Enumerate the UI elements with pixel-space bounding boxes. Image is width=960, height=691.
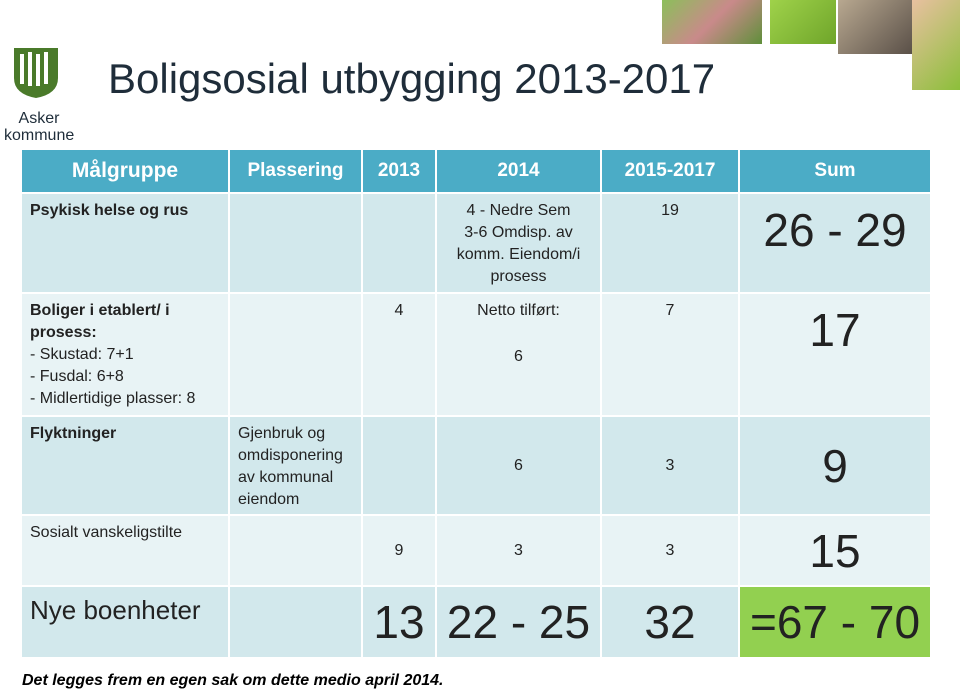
photo [770, 0, 836, 44]
table-cell: 32 [602, 587, 738, 657]
table-cell [230, 587, 361, 657]
cell-text: =67 - 70 [749, 596, 921, 648]
cell-text: 17 [809, 304, 861, 356]
cell-text: Nye boenheter [30, 595, 201, 625]
cell-text: 7 [665, 302, 675, 319]
column-header: 2013 [363, 150, 435, 192]
cell-text: 6 [514, 348, 523, 365]
logo-text: kommune [4, 127, 75, 144]
column-header: 2015-2017 [602, 150, 738, 192]
table-cell: 26 - 29 [740, 194, 930, 292]
cell-text: 4 - Nedre Sem [466, 202, 571, 219]
table-cell: 3 [437, 516, 600, 585]
column-header: Sum [740, 150, 930, 192]
cell-text: Flyktninger [30, 425, 117, 442]
column-header: 2014 [437, 150, 600, 192]
table-cell: 3 [602, 417, 738, 514]
cell-text: 9 [822, 439, 848, 492]
table-cell: 6 [437, 417, 600, 514]
logo-text: Asker [18, 110, 60, 127]
logo-emblem [14, 48, 58, 98]
cell-text: 3 [665, 456, 675, 474]
table-cell [363, 417, 435, 514]
cell-text: Gjenbruk og omdisponering av kommunal ei… [238, 425, 343, 508]
table-cell: Netto tilført: 6 [437, 294, 600, 415]
table-cell: 3 [602, 516, 738, 585]
cell-text: 22 - 25 [446, 596, 591, 648]
cell-text: - Midlertidige plasser: 8 [30, 390, 196, 407]
cell-text: 4 [394, 302, 404, 319]
table-cell [230, 294, 361, 415]
photo [838, 0, 912, 54]
table-cell: Psykisk helse og rus [22, 194, 228, 292]
cell-text: Sosialt vanskeligstilte [30, 524, 183, 541]
cell-text: 15 [809, 524, 861, 577]
table-cell: Flyktninger [22, 417, 228, 514]
cell-text: Psykisk helse og rus [30, 202, 189, 219]
cell-text: - Skustad: 7+1 [30, 346, 134, 363]
photo [912, 0, 960, 90]
cell-text: Netto tilført: [477, 302, 560, 319]
table-cell: 4 [363, 294, 435, 415]
table-cell: 17 [740, 294, 930, 415]
cell-text: 3-6 Omdisp. av komm. Eiendom/i prosess [456, 224, 581, 285]
photo [662, 0, 762, 44]
column-header: Plassering [230, 150, 361, 192]
cell-text: - Fusdal: 6+8 [30, 368, 124, 385]
cell-text: Boliger i etablert/ i prosess: [30, 302, 170, 341]
table-cell: Boliger i etablert/ i prosess: - Skustad:… [22, 294, 228, 415]
table-cell: 9 [363, 516, 435, 585]
cell-text: 13 [373, 596, 425, 648]
cell-text: 9 [394, 541, 404, 559]
cell-text: 3 [665, 541, 675, 559]
cell-text: 3 [514, 541, 523, 559]
cell-text: 19 [661, 202, 679, 219]
table-cell: 19 [602, 194, 738, 292]
column-header: Målgruppe [22, 150, 228, 192]
slide-title: Boligsosial utbygging 2013-2017 [108, 55, 716, 102]
table-cell [363, 194, 435, 292]
table-cell: 9 [740, 417, 930, 514]
cell-text: 26 - 29 [763, 204, 907, 256]
table-cell: 13 [363, 587, 435, 657]
table-cell: Gjenbruk og omdisponering av kommunal ei… [230, 417, 361, 514]
table-cell [230, 516, 361, 585]
footnote: Det legges frem en egen sak om dette med… [22, 672, 444, 689]
table-cell: 22 - 25 [437, 587, 600, 657]
table-cell: 4 - Nedre Sem 3-6 Omdisp. av komm. Eiendo… [437, 194, 600, 292]
table-cell: Nye boenheter [22, 587, 228, 657]
table-cell: 15 [740, 516, 930, 585]
table-cell: =67 - 70 [740, 587, 930, 657]
table-cell: 7 [602, 294, 738, 415]
cell-text: 32 [644, 596, 696, 648]
table-cell: Sosialt vanskeligstilte [22, 516, 228, 585]
cell-text: 6 [514, 456, 523, 474]
table-cell [230, 194, 361, 292]
